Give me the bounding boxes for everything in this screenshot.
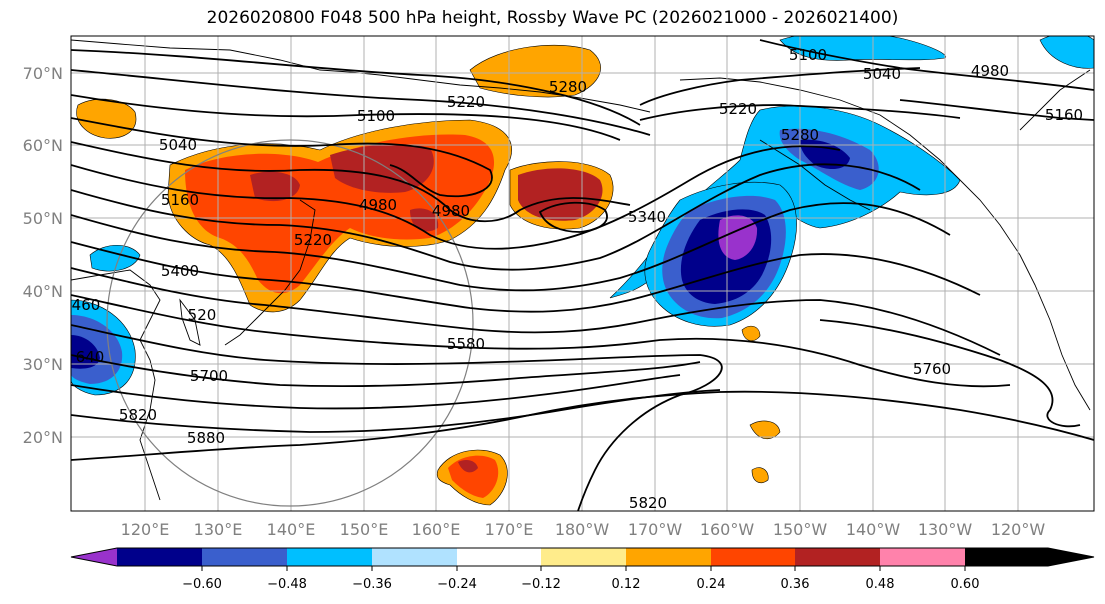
map-title: 2026020800 F048 500 hPa height, Rossby W…: [206, 8, 899, 28]
contour-label: 5280: [549, 78, 587, 96]
lon-label: 170°E: [485, 520, 534, 539]
contour-label: 5100: [789, 46, 827, 64]
lat-label: 40°N: [23, 282, 63, 301]
lat-label: 60°N: [23, 136, 63, 155]
colorbar-tick-label: −0.60: [182, 577, 222, 592]
contour-label: 5220: [719, 100, 757, 118]
map-frame: [70, 35, 1095, 512]
lon-label: 160°W: [700, 520, 755, 539]
positive-anomaly-shading: [76, 44, 781, 506]
lon-label: 130°W: [918, 520, 973, 539]
lon-label: 140°E: [267, 520, 316, 539]
contour-label: 5100: [357, 107, 395, 125]
contour-label: 5160: [161, 191, 199, 209]
lat-label: 30°N: [23, 355, 63, 374]
colorbar-segment: [880, 548, 965, 566]
colorbar-segment: [711, 548, 795, 566]
lon-label: 180°W: [555, 520, 610, 539]
contour-label: 460: [72, 296, 101, 314]
latitude-labels: 70°N 60°N 50°N 40°N 30°N 20°N: [23, 64, 63, 447]
colorbar-segment: [202, 548, 287, 566]
contour-label: 640: [76, 348, 105, 366]
colorbar-segment: [71, 548, 117, 566]
colorbar-segment: [372, 548, 457, 566]
colorbar-segment: [287, 548, 372, 566]
colorbar-outline: [70, 547, 1095, 567]
lon-label: 130°E: [194, 520, 243, 539]
contour-label: 5580: [447, 335, 485, 353]
colorbar-tick-label: −0.36: [352, 577, 392, 592]
colorbar-segment: [795, 548, 880, 566]
colorbar-tick-label: 0.12: [612, 577, 641, 592]
colorbar-tick-label: 0.36: [781, 577, 810, 592]
contour-label: 4980: [359, 196, 397, 214]
colorbar-tick-label: −0.12: [521, 577, 561, 592]
contour-label: 5820: [629, 494, 667, 512]
colorbar-segment: [457, 548, 541, 566]
colorbar-segment: [626, 548, 711, 566]
lat-label: 70°N: [23, 64, 63, 83]
contour-label: 5400: [161, 262, 199, 280]
contour-label: 5220: [447, 93, 485, 111]
contour-label: 5040: [159, 136, 197, 154]
colorbar-ticks: [201, 566, 966, 571]
longitude-labels: 120°E 130°E 140°E 150°E 160°E 170°E 180°…: [121, 520, 1046, 539]
colorbar-tick-label: 0.60: [951, 577, 980, 592]
lat-label: 20°N: [23, 428, 63, 447]
contour-label: 5760: [913, 360, 951, 378]
colorbar: −0.60 −0.48 −0.36 −0.24 −0.12 0.12 0.24 …: [70, 547, 1095, 592]
colorbar-tick-label: −0.24: [437, 577, 477, 592]
contour-label: 4980: [971, 62, 1009, 80]
lon-label: 170°W: [628, 520, 683, 539]
height-contours: [71, 39, 1094, 511]
colorbar-segment: [541, 548, 626, 566]
contour-label: 5340: [628, 208, 666, 226]
contour-label: 5160: [1045, 106, 1083, 124]
lon-label: 120°W: [991, 520, 1046, 539]
contour-labels: 5220 5100 5040 5160 5400 5280 4980 4980 …: [72, 46, 1083, 512]
lat-label: 50°N: [23, 209, 63, 228]
colorbar-tick-label: −0.48: [267, 577, 307, 592]
range-circle: [106, 139, 474, 507]
contour-label: 5700: [190, 367, 228, 385]
lon-label: 140°W: [846, 520, 901, 539]
contour-label: 5880: [187, 429, 225, 447]
lon-label: 160°E: [412, 520, 461, 539]
colorbar-segment: [117, 548, 202, 566]
contour-label: 4980: [432, 202, 470, 220]
contour-label: 5280: [781, 126, 819, 144]
lon-label: 120°E: [121, 520, 170, 539]
lon-label: 150°E: [340, 520, 389, 539]
colorbar-tick-label: 0.24: [697, 577, 726, 592]
contour-label: 5820: [119, 406, 157, 424]
contour-label: 520: [188, 306, 217, 324]
colorbar-tick-label: 0.48: [866, 577, 895, 592]
contour-label: 5220: [294, 231, 332, 249]
contour-label: 5040: [863, 65, 901, 83]
lon-label: 150°W: [773, 520, 828, 539]
colorbar-segment: [965, 548, 1094, 566]
